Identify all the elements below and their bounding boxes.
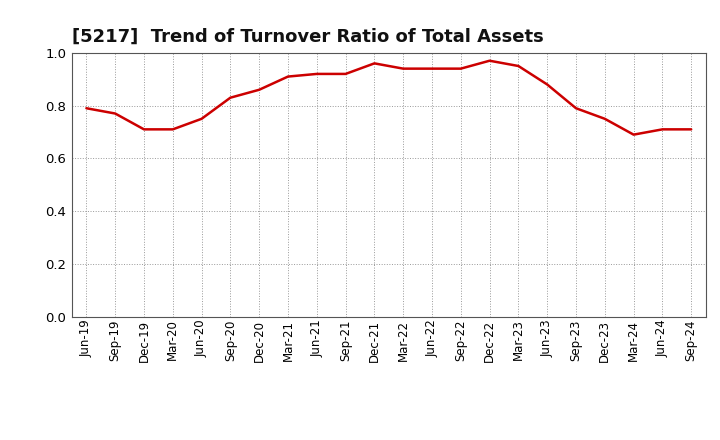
Title: [5217]  Trend of Turnover Ratio of Total Assets: [5217] Trend of Turnover Ratio of Total … (72, 28, 544, 46)
